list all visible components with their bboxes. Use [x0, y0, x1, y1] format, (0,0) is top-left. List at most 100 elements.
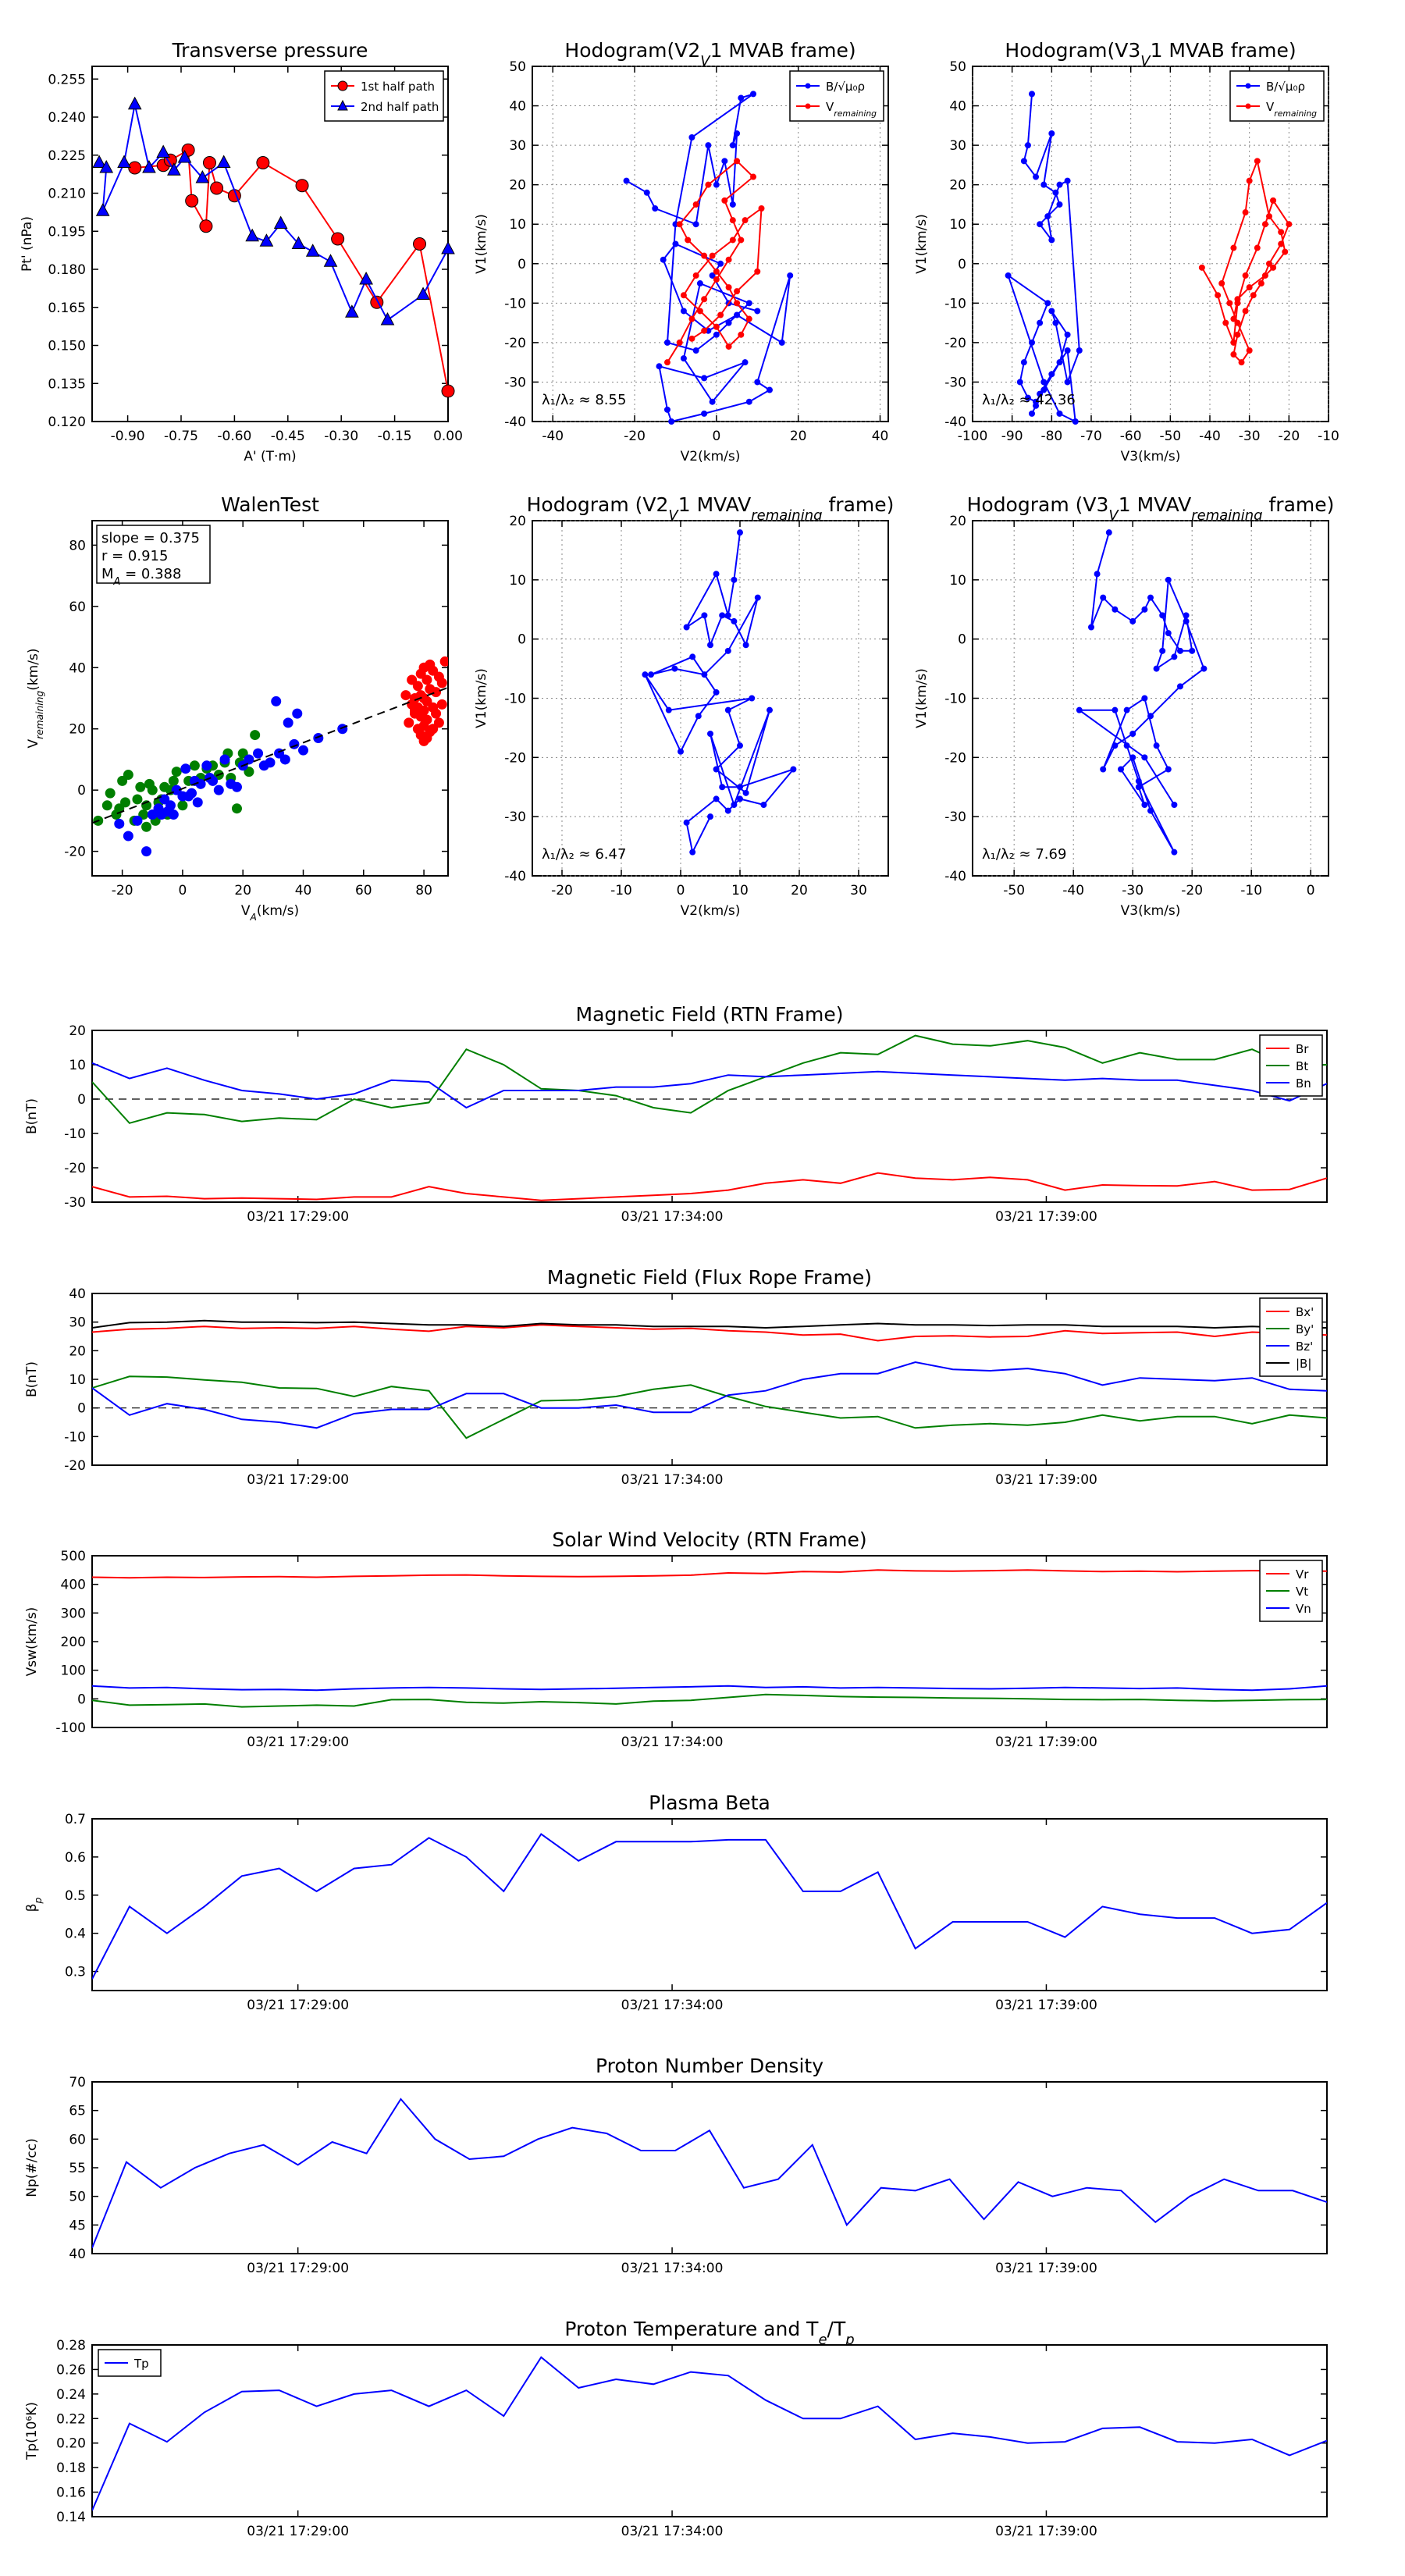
scatter-point-blue: [141, 846, 152, 857]
x-tick-label: -20: [551, 883, 573, 898]
data-point: [725, 284, 732, 291]
plot-frame: [532, 66, 889, 422]
chart-hodo1: Hodogram(V2V1 MVAB frame) -40 -30 -20 -10 0 10…: [474, 39, 889, 464]
data-point: [701, 252, 708, 259]
scatter-point-red: [400, 690, 411, 701]
data-point: [1254, 244, 1261, 251]
data-point: [729, 201, 736, 208]
legend-label: By': [1296, 1322, 1314, 1336]
scatter-point-blue: [192, 797, 203, 808]
chart-tp: Proton Temperature and Te/Tp 0.14 0.16 0.18…: [24, 2318, 1328, 2539]
data-point: [1198, 264, 1205, 271]
y-tick-label: 0.135: [48, 376, 86, 392]
data-point: [1129, 731, 1136, 737]
data-point: [696, 280, 703, 287]
scatter-point-red: [439, 656, 448, 667]
data-point: [1234, 331, 1241, 338]
data-point: [1159, 647, 1166, 654]
data-point: [737, 795, 743, 802]
data-point: [717, 260, 724, 267]
data-point: [648, 671, 654, 678]
data-point: [731, 617, 738, 624]
x-tick-label: 0: [677, 883, 685, 898]
chart-bfield: Magnetic Field (RTN Frame) -30 -20 -10 0 10 20…: [24, 1003, 1328, 1225]
data-point: [742, 789, 749, 796]
data-point: [1282, 248, 1289, 255]
data-point: [291, 236, 306, 249]
scatter-point-blue: [292, 708, 303, 719]
data-point: [416, 286, 430, 300]
data-point: [1064, 331, 1071, 338]
y-tick-label: 0.150: [48, 339, 86, 354]
data-point: [731, 802, 738, 808]
data-point: [713, 181, 720, 188]
x-tick-label: 03/21 17:39:00: [995, 1735, 1097, 1750]
y-axis-label: Tp(10⁶K): [24, 2402, 40, 2460]
y-tick-label: 40: [509, 99, 526, 115]
data-point: [1016, 379, 1023, 386]
scatter-point-red: [418, 705, 429, 716]
scatter-point-blue: [231, 781, 242, 792]
data-point: [754, 308, 761, 315]
y-tick-label: -40: [504, 869, 526, 884]
data-point: [737, 529, 743, 536]
scatter-point-blue: [244, 754, 254, 765]
x-tick-label: -50: [1003, 883, 1025, 898]
series-line-Bt: [92, 1034, 1327, 1124]
y-tick-label: -20: [504, 336, 526, 351]
data-point: [745, 398, 752, 405]
data-point: [767, 706, 773, 713]
data-point: [737, 742, 743, 749]
data-point: [680, 308, 687, 315]
data-point: [256, 156, 270, 169]
y-tick-label: 20: [69, 722, 86, 738]
x-axis-label: V2(km/s): [681, 449, 741, 464]
data-point: [643, 189, 650, 196]
x-tick-label: -100: [958, 429, 988, 444]
data-point: [1123, 706, 1130, 713]
data-point: [623, 177, 630, 184]
data-point: [701, 410, 708, 417]
data-point: [705, 142, 712, 149]
chart-hodo3: Hodogram (V2V1 MVAVremaining frame) -40 -3…: [474, 493, 894, 919]
data-point: [202, 156, 216, 169]
scatter-point-green: [120, 797, 131, 808]
y-tick-label: 0.120: [48, 415, 86, 430]
y-tick-label: 0.14: [56, 2510, 86, 2525]
data-point: [1242, 209, 1249, 216]
data-point: [663, 406, 670, 413]
scatter-point-red: [409, 705, 420, 716]
y-tick-label: 0.18: [56, 2460, 86, 2476]
data-point: [95, 203, 110, 216]
x-axis-label: V3(km/s): [1121, 903, 1181, 919]
chart-title: Plasma Beta: [649, 1791, 770, 1814]
y-tick-label: -100: [55, 1720, 86, 1736]
data-point: [660, 256, 667, 263]
x-tick-label: -0.75: [164, 429, 198, 444]
y-tick-label: -30: [64, 1195, 86, 1211]
scatter-point-blue: [219, 754, 230, 765]
data-point: [1040, 181, 1048, 188]
chart-hodo2: Hodogram(V3V1 MVAB frame)-40-30-20-10010…: [914, 39, 1339, 464]
chart-title: Solar Wind Velocity (RTN Frame): [552, 1528, 866, 1551]
series-line-Bn: [92, 1062, 1327, 1109]
scatter-point-red: [404, 717, 414, 728]
y-axis-label: Vsw(km/s): [24, 1607, 40, 1677]
data-point: [1141, 695, 1148, 702]
scatter-point-green: [135, 781, 146, 792]
x-tick-label: 80: [415, 883, 432, 898]
y-tick-label: -20: [944, 750, 966, 766]
data-point: [1123, 742, 1130, 749]
x-tick-label: -10: [610, 883, 632, 898]
legend-label: Tp: [133, 2357, 149, 2371]
legend-label: |B|: [1296, 1357, 1311, 1371]
data-point: [92, 155, 106, 168]
scatter-point-blue: [201, 760, 212, 771]
chart-pt: Transverse pressure 0.120 0.135 0.150 0.165 0…: [20, 39, 463, 464]
data-point: [738, 331, 745, 338]
x-tick-label: -0.30: [324, 429, 358, 444]
y-tick-label: 0.165: [48, 301, 86, 316]
data-point: [717, 311, 724, 318]
y-tick-label: 0.240: [48, 110, 86, 126]
y-tick-label: 40: [69, 660, 86, 676]
